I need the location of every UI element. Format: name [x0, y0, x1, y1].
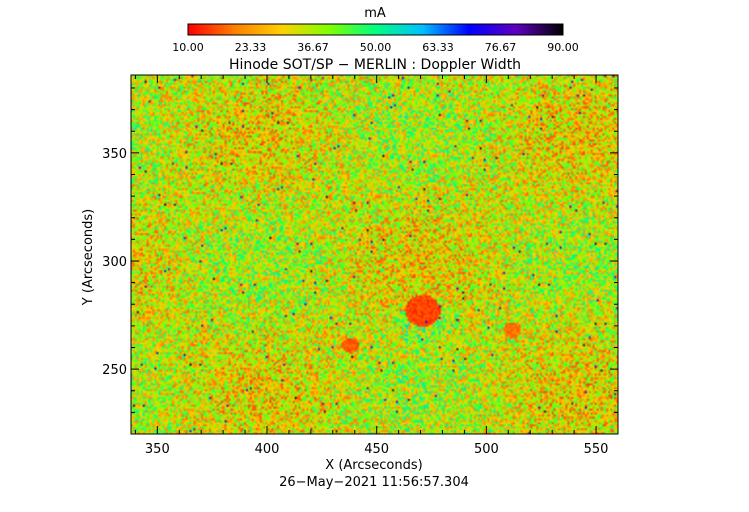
colorbar-tick-label: 63.33: [422, 41, 454, 54]
x-axis-label: X (Arcseconds): [325, 458, 422, 473]
x-tick-label: 500: [474, 442, 499, 457]
y-tick-label: 250: [102, 363, 127, 378]
x-tick-label: 400: [255, 442, 280, 457]
y-tick-label: 350: [102, 147, 127, 162]
x-tick-label: 350: [145, 442, 170, 457]
y-tick-label: 300: [102, 255, 127, 270]
colorbar-tick-label: 36.67: [297, 41, 329, 54]
plot-frame: [130, 74, 619, 435]
colorbar-tick-label: 50.00: [360, 41, 392, 54]
colorbar-tick-label: 76.67: [485, 41, 517, 54]
chart-title: Hinode SOT/SP − MERLIN : Doppler Width: [229, 57, 521, 73]
doppler-width-map: [131, 75, 618, 434]
x-tick-label: 450: [364, 442, 389, 457]
axis-ticks: 350 400 450 500 550 250 300 350: [102, 75, 619, 457]
colorbar-ticks: 10.00 23.33 36.67 50.00 63.33 76.67 90.00: [172, 41, 579, 54]
x-tick-label: 550: [584, 442, 609, 457]
colorbar-unit: mA: [364, 6, 386, 21]
colorbar-tick-label: 10.00: [172, 41, 204, 54]
colorbar-tick-label: 90.00: [547, 41, 579, 54]
y-axis-label: Y (Arcseconds): [81, 209, 96, 306]
colorbar-tick-label: 23.33: [235, 41, 267, 54]
colorbar: [187, 23, 564, 36]
timestamp: 26−May−2021 11:56:57.304: [279, 475, 469, 490]
